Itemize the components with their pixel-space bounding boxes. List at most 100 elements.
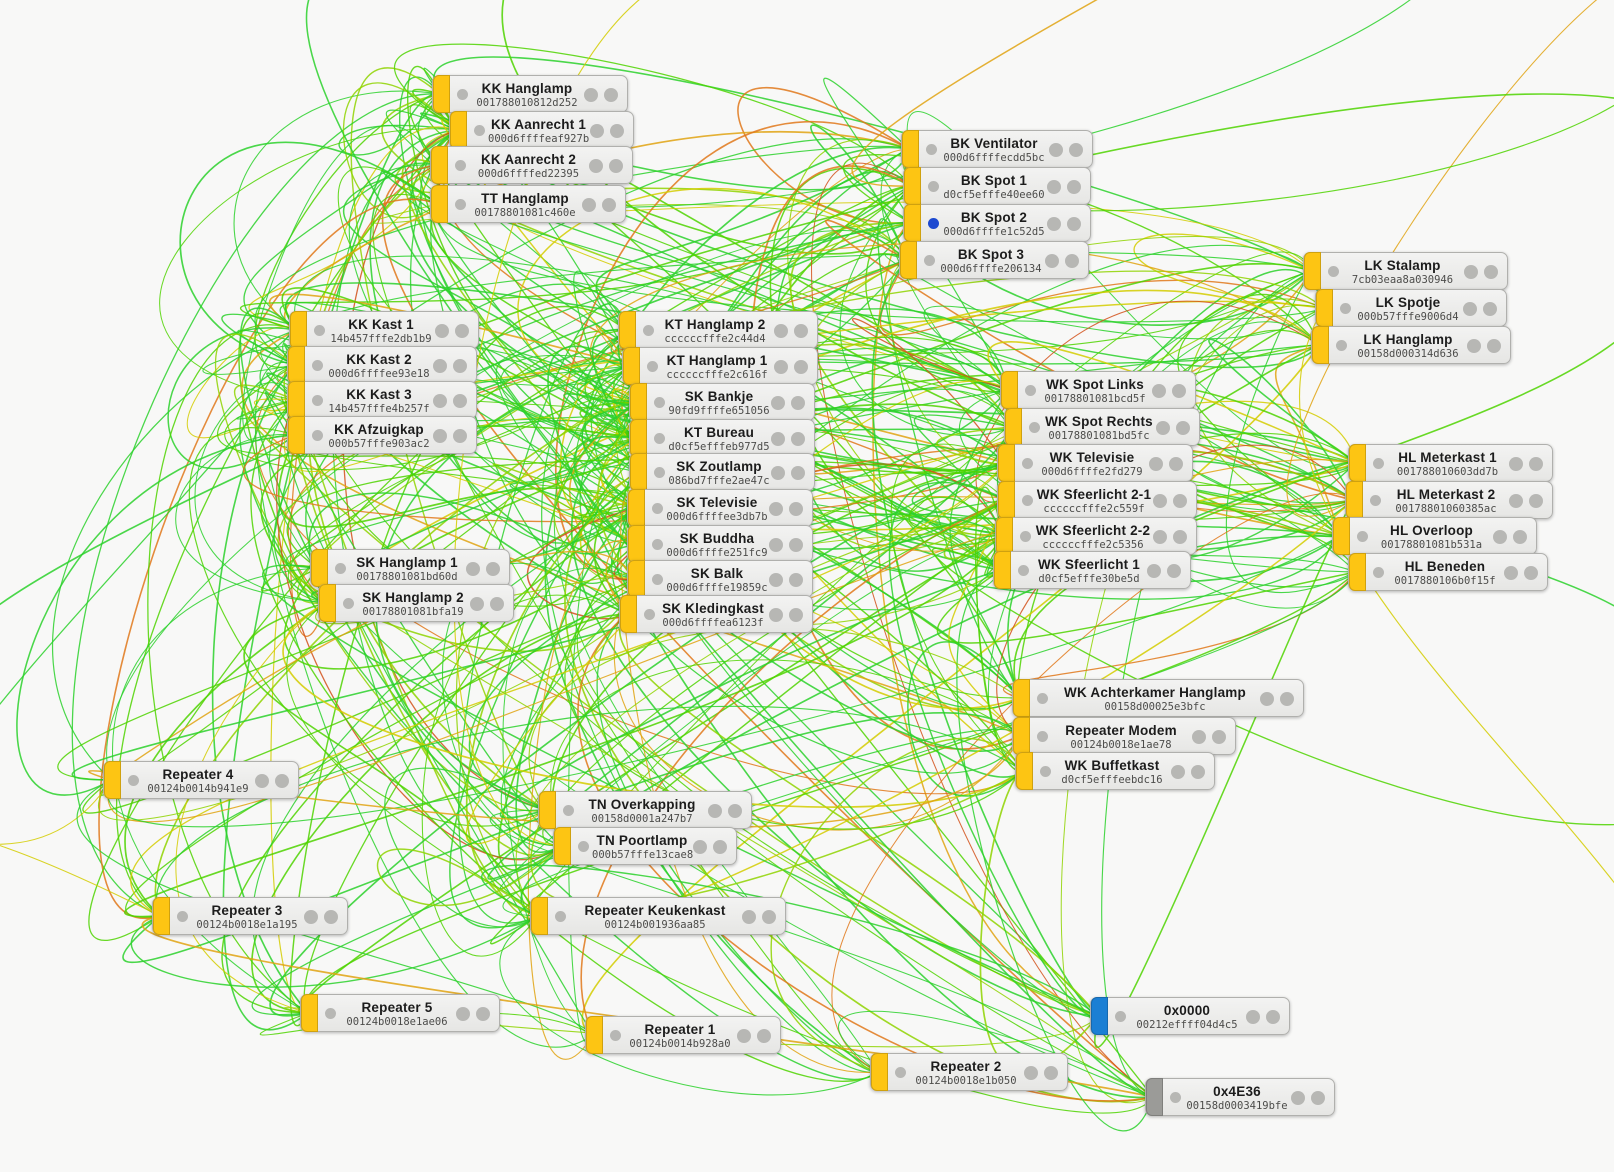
link-curve xyxy=(577,613,1154,1102)
node-text: KT Bureau d0cf5efffeb977d5 xyxy=(630,423,814,453)
node-text: WK Spot Links 00178801081bcd5f xyxy=(1001,375,1195,405)
node-title: HL Meterkast 2 xyxy=(1396,487,1496,503)
node-lk-stalamp[interactable]: LK Stalamp 7cb03eaa8a030946 xyxy=(1303,252,1508,290)
endpoint-dot-icon xyxy=(1311,1091,1325,1105)
node-text: WK Buffetkast d0cf5efffeebdc16 xyxy=(1016,756,1214,786)
node-kk-aanrecht-1[interactable]: KK Aanrecht 1 000d6ffffeaf927b xyxy=(449,111,634,149)
node-0x4e36[interactable]: 0x4E36 00158d0003419bfe xyxy=(1145,1078,1335,1116)
node-0x0000[interactable]: 0x0000 00212effff04d4c5 xyxy=(1090,997,1290,1035)
link-curve xyxy=(831,492,1354,1073)
node-repeater-3[interactable]: Repeater 3 00124b0018e1a195 xyxy=(152,897,348,935)
node-text: WK Achterkamer Hanglamp 00158d00025e3bfc xyxy=(1013,683,1303,713)
link-curve xyxy=(1013,341,1614,699)
node-sk-hanglamp-1[interactable]: SK Hanglamp 1 00178801081bd60d xyxy=(310,549,510,587)
node-text: BK Ventilator 000d6ffffecdd5bc xyxy=(902,134,1092,164)
node-hl-overloop[interactable]: HL Overloop 00178801081b531a xyxy=(1332,517,1537,555)
node-wk-achterkamer-hanglamp[interactable]: WK Achterkamer Hanglamp 00158d00025e3bfc xyxy=(1012,679,1304,717)
node-hl-meterkast-2[interactable]: HL Meterkast 2 00178801060385ac xyxy=(1345,481,1553,519)
router-role-bar xyxy=(628,489,645,527)
node-kt-hanglamp-2[interactable]: KT Hanglamp 2 ccccccfffe2c44d4 xyxy=(618,311,818,349)
node-sk-televisie[interactable]: SK Televisie 000d6ffffee3db7b xyxy=(627,489,813,527)
router-role-bar xyxy=(1001,371,1018,409)
router-role-bar xyxy=(153,897,170,935)
node-tn-overkapping[interactable]: TN Overkapping 00158d0001a247b7 xyxy=(538,791,752,829)
link-curve xyxy=(465,380,1009,845)
endpoint-dots xyxy=(582,198,616,212)
link-curve xyxy=(495,359,638,545)
node-wk-sfeerlicht-2-1[interactable]: WK Sfeerlicht 2-1 ccccccfffe2c559f xyxy=(997,481,1197,519)
endpoint-dot-icon xyxy=(1149,457,1163,471)
node-kk-kast-3[interactable]: KK Kast 3 14b457fffe4b257f xyxy=(287,381,477,419)
endpoint-dot-icon xyxy=(1176,421,1190,435)
link-curve xyxy=(16,434,296,796)
status-indicator-icon xyxy=(1018,565,1029,576)
endpoint-dot-icon xyxy=(433,394,447,408)
node-bk-ventilator[interactable]: BK Ventilator 000d6ffffecdd5bc xyxy=(901,130,1093,168)
node-lk-hanglamp[interactable]: LK Hanglamp 00158d000314d636 xyxy=(1311,326,1511,364)
node-address: ccccccfffe2c616f xyxy=(666,368,768,381)
node-bk-spot-3[interactable]: BK Spot 3 000d6ffffe206134 xyxy=(899,241,1089,279)
node-repeater-2[interactable]: Repeater 2 00124b0018e1b050 xyxy=(870,1053,1068,1091)
node-hl-beneden[interactable]: HL Beneden 0017880106b0f15f xyxy=(1348,553,1548,591)
endpoint-dot-icon xyxy=(1049,143,1063,157)
node-repeater-4[interactable]: Repeater 4 00124b0014b941e9 xyxy=(103,761,299,799)
endpoint-dot-icon xyxy=(769,573,783,587)
node-hl-meterkast-1[interactable]: HL Meterkast 1 001788010603dd7b xyxy=(1348,444,1553,482)
endpoint-dot-icon xyxy=(1513,530,1527,544)
node-kt-bureau[interactable]: KT Bureau d0cf5efffeb977d5 xyxy=(629,419,815,457)
link-curve xyxy=(71,93,441,917)
node-wk-spot-rechts[interactable]: WK Spot Rechts 00178801081bd5fc xyxy=(1004,408,1200,446)
router-role-bar xyxy=(994,551,1011,589)
node-sk-buddha[interactable]: SK Buddha 000d6ffffe251fc9 xyxy=(627,525,813,563)
node-wk-televisie[interactable]: WK Televisie 000d6ffffe2fd279 xyxy=(997,444,1193,482)
link-curve xyxy=(593,372,1357,615)
endpoint-dot-icon xyxy=(737,1029,751,1043)
node-wk-sfeerlicht-1[interactable]: WK Sfeerlicht 1 d0cf5efffe30be5d xyxy=(993,551,1191,589)
node-repeater-keukenkast[interactable]: Repeater Keukenkast 00124b001936aa85 xyxy=(530,897,786,935)
link-curve xyxy=(411,129,1002,571)
link-curve xyxy=(179,141,439,366)
node-kk-afzuigkap[interactable]: KK Afzuigkap 000b57fffe903ac2 xyxy=(287,416,477,454)
link-curve xyxy=(530,770,1024,907)
endpoint-dots xyxy=(1047,180,1081,194)
node-bk-spot-1[interactable]: BK Spot 1 d0cf5efffe40ee60 xyxy=(903,167,1091,205)
node-wk-buffetkast[interactable]: WK Buffetkast d0cf5efffeebdc16 xyxy=(1015,752,1215,790)
node-kk-kast-2[interactable]: KK Kast 2 000d6ffffee93e18 xyxy=(287,346,477,384)
node-repeater-1[interactable]: Repeater 1 00124b0014b928a0 xyxy=(585,1016,781,1054)
node-kk-aanrecht-2[interactable]: KK Aanrecht 2 000d6ffffed22395 xyxy=(430,146,633,184)
link-curve xyxy=(1094,499,1354,1049)
node-bk-spot-2[interactable]: BK Spot 2 000d6ffffe1c52d5 xyxy=(903,204,1091,242)
node-sk-hanglamp-2[interactable]: SK Hanglamp 2 00178801081bfa19 xyxy=(318,584,514,622)
node-text: Repeater 4 00124b0014b941e9 xyxy=(104,765,298,795)
link-curve xyxy=(285,389,1009,569)
node-sk-zoutlamp[interactable]: SK Zoutlamp 086bd7fffe2ae47c xyxy=(629,453,815,491)
node-sk-bankje[interactable]: SK Bankje 90fd9ffffe651056 xyxy=(629,383,815,421)
endpoint-dot-icon xyxy=(1047,180,1061,194)
node-tn-poortlamp[interactable]: TN Poortlamp 000b57fffe13cae8 xyxy=(553,827,737,865)
status-indicator-icon xyxy=(455,199,466,210)
link-curve xyxy=(107,535,1341,828)
node-sk-balk[interactable]: SK Balk 000d6ffffe19859c xyxy=(627,560,813,598)
link-curve xyxy=(304,571,1357,1014)
link-curve xyxy=(221,507,636,1014)
node-lk-spotje[interactable]: LK Spotje 000b57fffe9006d4 xyxy=(1315,289,1507,327)
node-wk-sfeerlicht-2-2[interactable]: WK Sfeerlicht 2-2 ccccccfffe2c5356 xyxy=(995,517,1197,555)
node-tt-hanglamp[interactable]: TT Hanglamp 00178801081c460e xyxy=(430,185,626,223)
status-indicator-icon xyxy=(610,1030,621,1041)
node-wk-spot-links[interactable]: WK Spot Links 00178801081bcd5f xyxy=(1000,371,1196,409)
node-repeater-modem[interactable]: Repeater Modem 00124b0018e1ae78 xyxy=(1012,717,1236,755)
router-role-bar xyxy=(630,383,647,421)
node-text: SK Hanglamp 2 00178801081bfa19 xyxy=(319,588,513,618)
node-repeater-5[interactable]: Repeater 5 00124b0018e1ae06 xyxy=(300,994,500,1032)
router-role-bar xyxy=(628,560,645,598)
endpoint-dot-icon xyxy=(453,359,467,373)
node-text: WK Televisie 000d6ffffe2fd279 xyxy=(998,448,1192,478)
node-text: WK Spot Rechts 00178801081bd5fc xyxy=(1005,412,1199,442)
node-kk-hanglamp[interactable]: KK Hanglamp 001788010812d252 xyxy=(432,75,628,113)
router-role-bar xyxy=(288,346,305,384)
node-kk-kast-1[interactable]: KK Kast 1 14b457fffe2db1b9 xyxy=(289,311,479,349)
endpoint-dots xyxy=(1504,566,1538,580)
node-sk-kledingkast[interactable]: SK Kledingkast 000d6ffffea6123f xyxy=(619,595,813,633)
link-curve xyxy=(159,128,458,401)
node-kt-hanglamp-1[interactable]: KT Hanglamp 1 ccccccfffe2c616f xyxy=(622,347,818,385)
